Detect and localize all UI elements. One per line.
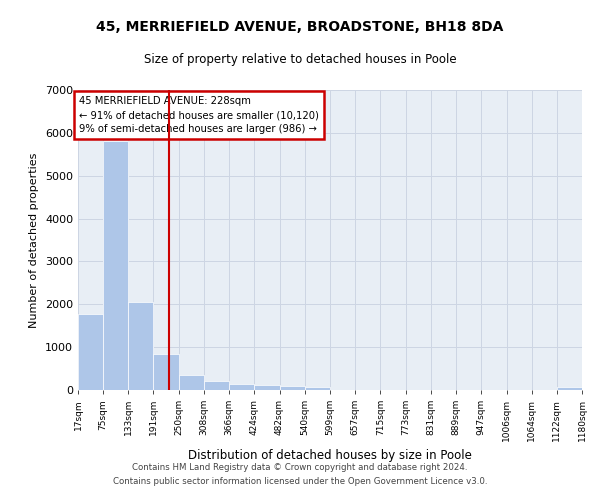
Bar [229,384,254,390]
Bar [254,386,280,390]
Bar [179,376,204,390]
Text: Size of property relative to detached houses in Poole: Size of property relative to detached ho… [143,52,457,66]
Y-axis label: Number of detached properties: Number of detached properties [29,152,40,328]
Text: 45, MERRIEFIELD AVENUE, BROADSTONE, BH18 8DA: 45, MERRIEFIELD AVENUE, BROADSTONE, BH18… [97,20,503,34]
Bar [204,382,229,390]
Bar [305,387,330,390]
Text: Contains HM Land Registry data © Crown copyright and database right 2024.: Contains HM Land Registry data © Crown c… [132,464,468,472]
Bar [103,142,128,390]
Bar [557,386,582,390]
Bar [154,354,179,390]
X-axis label: Distribution of detached houses by size in Poole: Distribution of detached houses by size … [188,450,472,462]
Bar [280,386,305,390]
Text: 45 MERRIEFIELD AVENUE: 228sqm
← 91% of detached houses are smaller (10,120)
9% o: 45 MERRIEFIELD AVENUE: 228sqm ← 91% of d… [79,96,319,134]
Text: Contains public sector information licensed under the Open Government Licence v3: Contains public sector information licen… [113,477,487,486]
Bar [128,302,154,390]
Bar [78,314,103,390]
